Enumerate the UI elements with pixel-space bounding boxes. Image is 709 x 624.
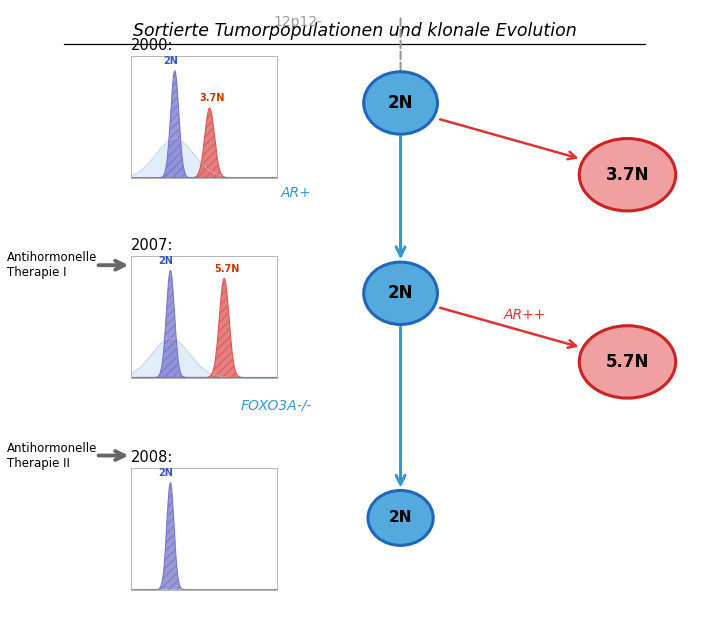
Text: 3.7N: 3.7N <box>605 166 649 183</box>
Text: 5.7N: 5.7N <box>605 353 649 371</box>
Text: 2N: 2N <box>388 285 413 302</box>
Text: 2008:: 2008: <box>131 450 174 465</box>
Text: AR++: AR++ <box>503 308 546 322</box>
Text: FOXO3A-/-: FOXO3A-/- <box>240 399 312 412</box>
Text: 2N: 2N <box>388 94 413 112</box>
Text: Antihormonelle
Therapie I: Antihormonelle Therapie I <box>7 251 97 279</box>
Ellipse shape <box>579 139 676 211</box>
Ellipse shape <box>368 490 433 545</box>
Text: Antihormonelle
Therapie II: Antihormonelle Therapie II <box>7 442 97 469</box>
Ellipse shape <box>579 326 676 398</box>
Text: Sortierte Tumorpopulationen und klonale Evolution: Sortierte Tumorpopulationen und klonale … <box>133 22 576 40</box>
Text: AR+: AR+ <box>281 187 312 200</box>
Text: 12p12-: 12p12- <box>274 15 323 29</box>
Ellipse shape <box>364 72 437 134</box>
Text: 2007:: 2007: <box>131 238 174 253</box>
Ellipse shape <box>364 262 437 324</box>
Text: 2000:: 2000: <box>131 38 174 53</box>
Text: 2N: 2N <box>389 510 413 525</box>
